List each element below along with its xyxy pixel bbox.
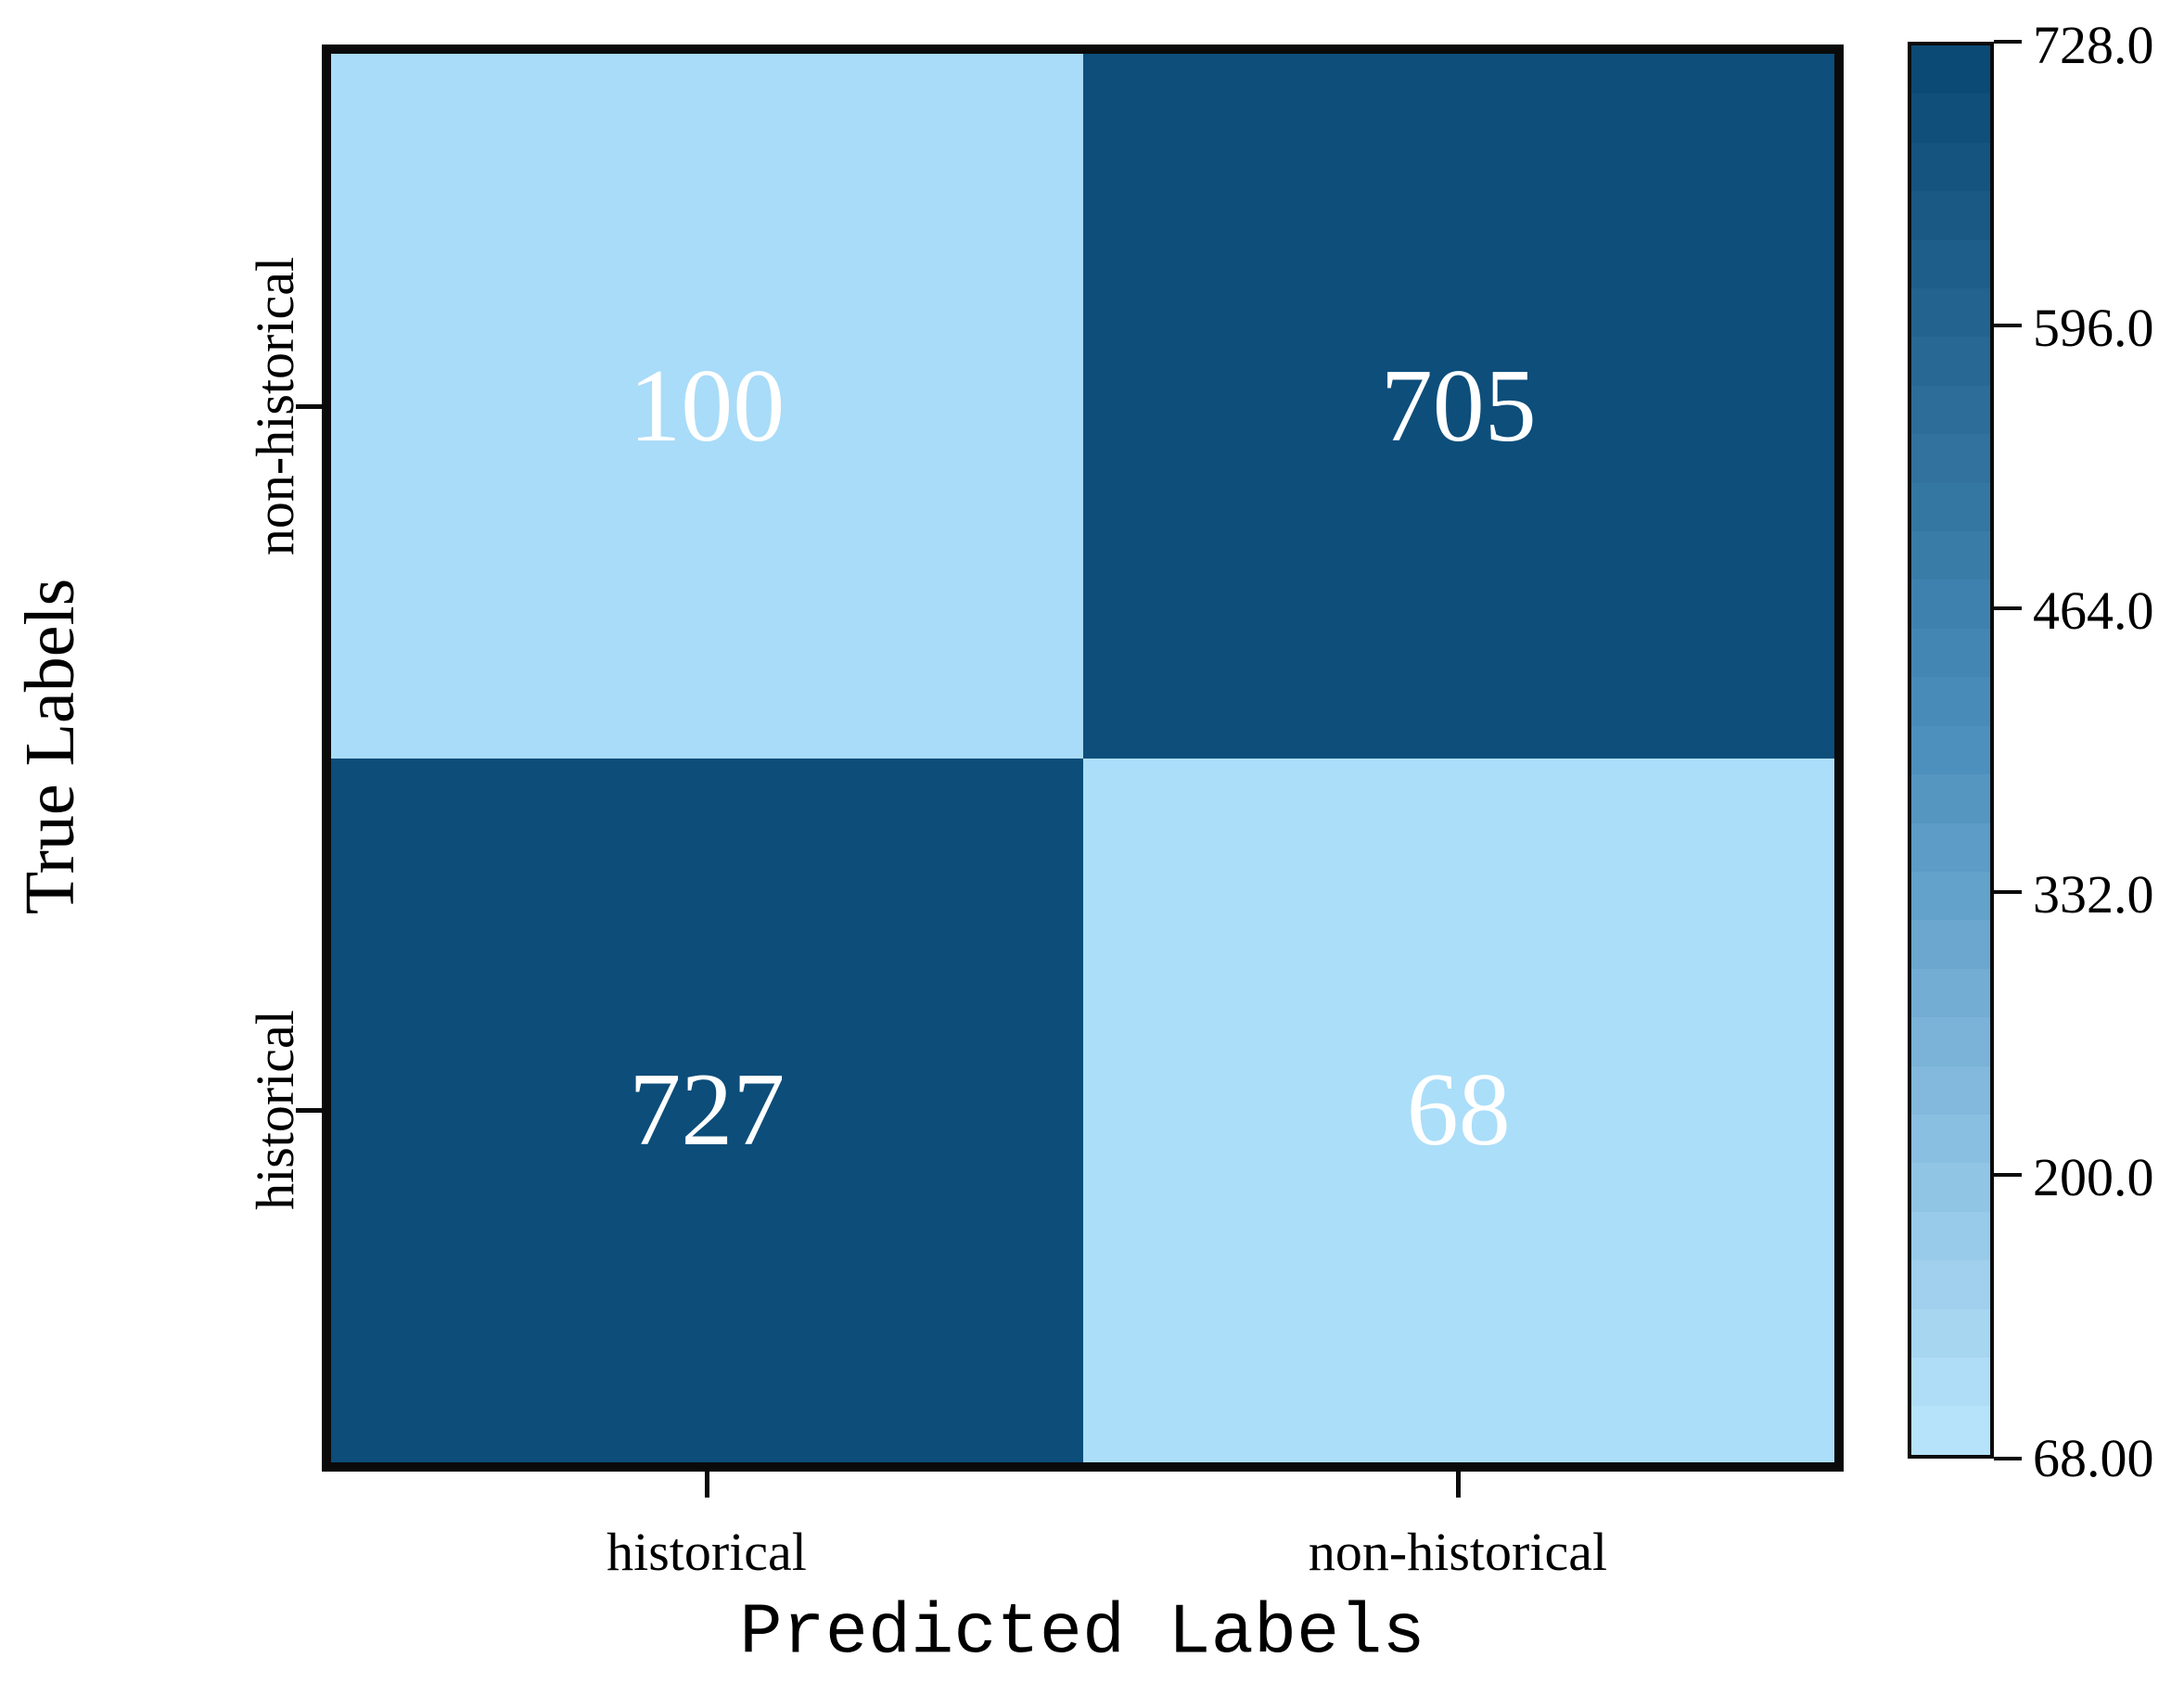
colorbar-band bbox=[1911, 725, 1990, 775]
y-axis-tick bbox=[296, 1108, 322, 1113]
colorbar-tick bbox=[1994, 606, 2022, 610]
colorbar-band bbox=[1911, 1065, 1990, 1115]
matrix-cell: 705 bbox=[1082, 54, 1834, 759]
matrix-cell: 100 bbox=[331, 54, 1083, 759]
cell-value: 100 bbox=[629, 348, 785, 464]
colorbar-tick-label: 332.0 bbox=[2033, 864, 2154, 925]
colorbar-tick bbox=[1994, 324, 2022, 327]
colorbar-band bbox=[1911, 822, 1990, 872]
colorbar-tick bbox=[1994, 1457, 2022, 1460]
colorbar-band bbox=[1911, 580, 1990, 629]
colorbar-band bbox=[1911, 1114, 1990, 1164]
matrix-cell: 727 bbox=[331, 758, 1083, 1462]
colorbar-tick-label: 596.0 bbox=[2033, 298, 2154, 358]
y-tick-label: non-historical bbox=[245, 256, 305, 556]
colorbar-band bbox=[1911, 920, 1990, 969]
colorbar-band bbox=[1911, 1211, 1990, 1261]
heatmap-plot: 100 705 727 68 bbox=[322, 45, 1844, 1472]
colorbar-band bbox=[1911, 628, 1990, 678]
colorbar-band bbox=[1911, 482, 1990, 532]
colorbar-band bbox=[1911, 434, 1990, 483]
colorbar-band bbox=[1911, 871, 1990, 921]
x-tick-label: historical bbox=[607, 1522, 807, 1582]
colorbar-band bbox=[1911, 45, 1990, 95]
x-tick-label: non-historical bbox=[1308, 1522, 1608, 1582]
colorbar-band bbox=[1911, 385, 1990, 435]
colorbar-band bbox=[1911, 337, 1990, 386]
colorbar-tick-label: 68.00 bbox=[2033, 1428, 2154, 1488]
x-axis-tick bbox=[705, 1472, 709, 1498]
colorbar-tick-label: 728.0 bbox=[2033, 15, 2154, 75]
y-tick-label: historical bbox=[245, 1010, 305, 1210]
colorbar-band bbox=[1911, 1260, 1990, 1309]
y-axis-tick bbox=[296, 404, 322, 409]
x-axis-title: Predicted Labels bbox=[739, 1593, 1425, 1675]
colorbar-band bbox=[1911, 1017, 1990, 1066]
colorbar-tick bbox=[1994, 40, 2022, 44]
colorbar-band bbox=[1911, 191, 1990, 240]
colorbar-band bbox=[1911, 1406, 1990, 1455]
colorbar-band bbox=[1911, 677, 1990, 726]
colorbar-band bbox=[1911, 774, 1990, 823]
colorbar-band bbox=[1911, 142, 1990, 192]
colorbar-band bbox=[1911, 1308, 1990, 1358]
cell-value: 705 bbox=[1380, 348, 1537, 464]
matrix-cell: 68 bbox=[1082, 758, 1834, 1462]
colorbar-tick-label: 200.0 bbox=[2033, 1147, 2154, 1207]
colorbar bbox=[1908, 42, 1994, 1459]
colorbar-band bbox=[1911, 239, 1990, 289]
colorbar-tick bbox=[1994, 890, 2022, 894]
colorbar-band bbox=[1911, 968, 1990, 1018]
colorbar-band bbox=[1911, 531, 1990, 580]
cell-value: 68 bbox=[1406, 1052, 1511, 1168]
colorbar-tick-label: 464.0 bbox=[2033, 580, 2154, 641]
colorbar-band bbox=[1911, 1163, 1990, 1212]
cell-value: 727 bbox=[629, 1052, 785, 1168]
colorbar-tick bbox=[1994, 1173, 2022, 1177]
y-axis-title: True Labels bbox=[11, 578, 89, 915]
colorbar-band bbox=[1911, 1357, 1990, 1407]
colorbar-band bbox=[1911, 94, 1990, 143]
x-axis-tick bbox=[1456, 1472, 1461, 1498]
colorbar-band bbox=[1911, 288, 1990, 338]
